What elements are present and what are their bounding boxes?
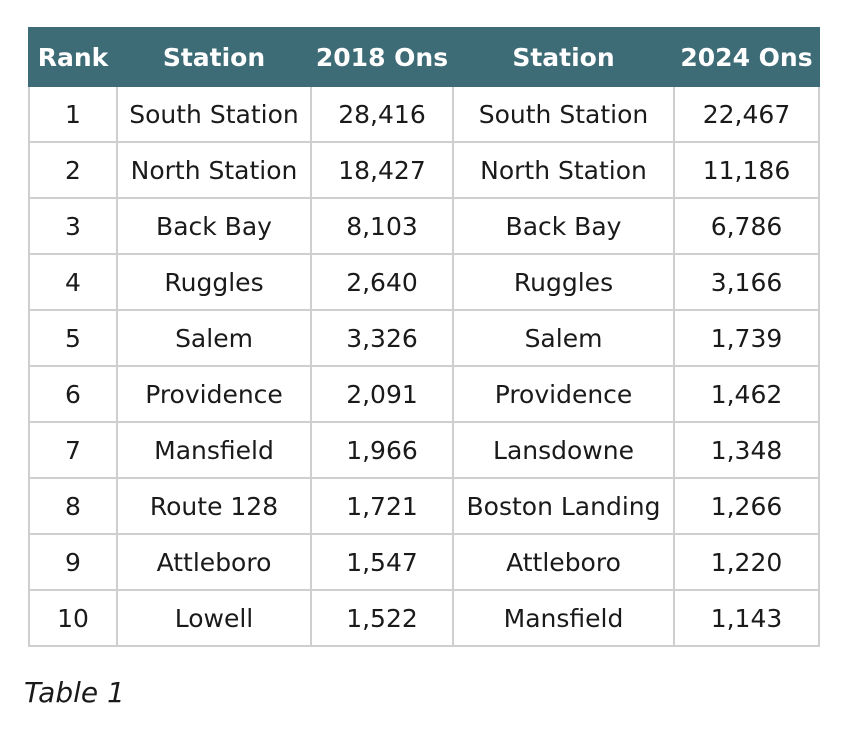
- cell-station-2024: Lansdowne: [452, 421, 675, 479]
- cell-ons-2024: 1,462: [673, 365, 820, 423]
- table-row: 7 Mansfield 1,966 Lansdowne 1,348: [28, 421, 820, 479]
- cell-ons-2018: 1,721: [310, 477, 454, 535]
- table-row: 5 Salem 3,326 Salem 1,739: [28, 309, 820, 367]
- table-row: 2 North Station 18,427 North Station 11,…: [28, 141, 820, 199]
- cell-ons-2024: 22,467: [673, 85, 820, 143]
- cell-rank: 10: [28, 589, 118, 647]
- cell-station-2018: Ruggles: [116, 253, 312, 311]
- ridership-table: Rank Station 2018 Ons Station 2024 Ons 1…: [28, 27, 820, 647]
- header-2024-ons: 2024 Ons: [673, 27, 820, 87]
- cell-ons-2018: 1,522: [310, 589, 454, 647]
- cell-ons-2018: 1,547: [310, 533, 454, 591]
- table-row: 4 Ruggles 2,640 Ruggles 3,166: [28, 253, 820, 311]
- cell-rank: 2: [28, 141, 118, 199]
- cell-rank: 9: [28, 533, 118, 591]
- table-header: Rank Station 2018 Ons Station 2024 Ons: [28, 27, 820, 87]
- cell-station-2018: Attleboro: [116, 533, 312, 591]
- cell-rank: 3: [28, 197, 118, 255]
- cell-station-2018: Lowell: [116, 589, 312, 647]
- cell-station-2018: Mansfield: [116, 421, 312, 479]
- cell-station-2024: Salem: [452, 309, 675, 367]
- cell-station-2018: Back Bay: [116, 197, 312, 255]
- cell-station-2018: Route 128: [116, 477, 312, 535]
- cell-ons-2024: 3,166: [673, 253, 820, 311]
- cell-station-2024: Mansfield: [452, 589, 675, 647]
- cell-ons-2024: 1,220: [673, 533, 820, 591]
- cell-rank: 4: [28, 253, 118, 311]
- header-station-2018: Station: [116, 27, 312, 87]
- table-row: 9 Attleboro 1,547 Attleboro 1,220: [28, 533, 820, 591]
- cell-station-2018: North Station: [116, 141, 312, 199]
- cell-station-2024: South Station: [452, 85, 675, 143]
- cell-ons-2024: 6,786: [673, 197, 820, 255]
- cell-rank: 7: [28, 421, 118, 479]
- table-row: 6 Providence 2,091 Providence 1,462: [28, 365, 820, 423]
- cell-station-2024: Ruggles: [452, 253, 675, 311]
- table-row: 10 Lowell 1,522 Mansfield 1,143: [28, 589, 820, 647]
- cell-station-2024: Boston Landing: [452, 477, 675, 535]
- cell-station-2024: Attleboro: [452, 533, 675, 591]
- cell-station-2018: Providence: [116, 365, 312, 423]
- cell-rank: 6: [28, 365, 118, 423]
- cell-ons-2024: 1,739: [673, 309, 820, 367]
- cell-station-2024: Providence: [452, 365, 675, 423]
- table-row: 1 South Station 28,416 South Station 22,…: [28, 85, 820, 143]
- cell-ons-2024: 1,266: [673, 477, 820, 535]
- cell-ons-2024: 1,143: [673, 589, 820, 647]
- table-row: 8 Route 128 1,721 Boston Landing 1,266: [28, 477, 820, 535]
- cell-ons-2018: 2,091: [310, 365, 454, 423]
- cell-ons-2024: 1,348: [673, 421, 820, 479]
- cell-station-2024: Back Bay: [452, 197, 675, 255]
- header-rank: Rank: [28, 27, 118, 87]
- cell-rank: 8: [28, 477, 118, 535]
- cell-ons-2018: 18,427: [310, 141, 454, 199]
- cell-rank: 1: [28, 85, 118, 143]
- cell-ons-2024: 11,186: [673, 141, 820, 199]
- cell-rank: 5: [28, 309, 118, 367]
- table-caption: Table 1: [24, 676, 125, 709]
- table-row: 3 Back Bay 8,103 Back Bay 6,786: [28, 197, 820, 255]
- header-station-2024: Station: [452, 27, 675, 87]
- cell-station-2018: Salem: [116, 309, 312, 367]
- cell-ons-2018: 8,103: [310, 197, 454, 255]
- cell-ons-2018: 2,640: [310, 253, 454, 311]
- header-2018-ons: 2018 Ons: [310, 27, 454, 87]
- header-row: Rank Station 2018 Ons Station 2024 Ons: [28, 27, 820, 87]
- cell-ons-2018: 28,416: [310, 85, 454, 143]
- cell-ons-2018: 1,966: [310, 421, 454, 479]
- table-body: 1 South Station 28,416 South Station 22,…: [28, 85, 820, 647]
- cell-station-2024: North Station: [452, 141, 675, 199]
- cell-ons-2018: 3,326: [310, 309, 454, 367]
- cell-station-2018: South Station: [116, 85, 312, 143]
